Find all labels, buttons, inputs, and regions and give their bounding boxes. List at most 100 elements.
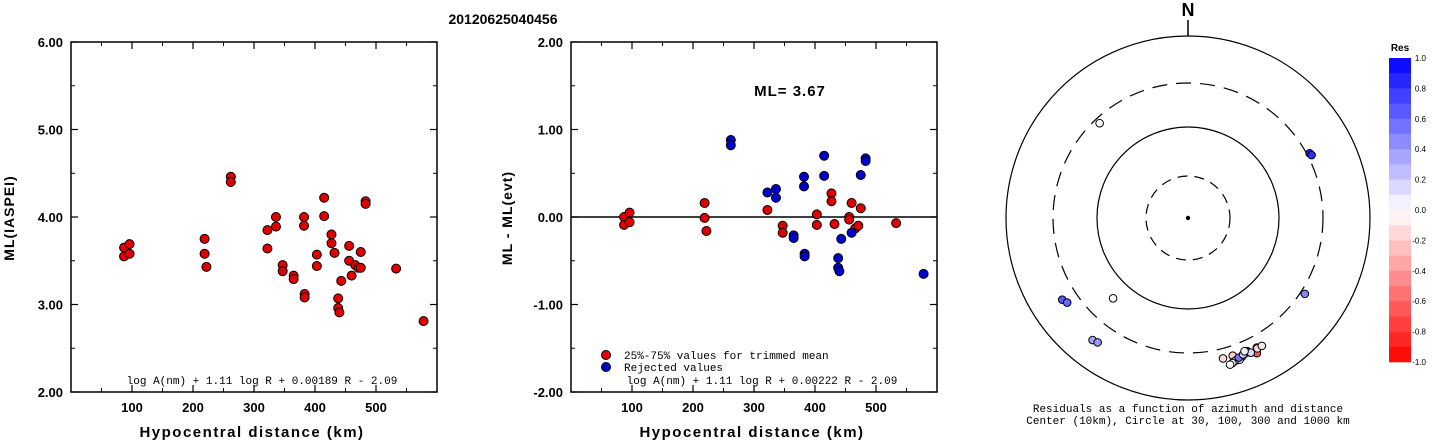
data-point [329, 247, 340, 258]
data-point [762, 187, 773, 198]
data-point [311, 249, 322, 260]
colorbar-cell [1389, 103, 1411, 120]
legend: 25%-75% values for trimmed mean Rejected… [601, 350, 829, 375]
formula: log A(nm) + 1.11 log R + 0.00189 R - 2.0… [127, 376, 398, 388]
residual-distance-plot: 100 200 300 400 500 -2.00 -1.00 0.00 1.00 2.00 ML… [499, 35, 938, 441]
data-point [699, 198, 710, 208]
colorbar-tick-label: -1.0 [1412, 358, 1426, 367]
y-axis-label: ML - ML(evt) [499, 171, 515, 265]
magnitude-distance-plot: 100 200 300 400 500 2.00 3.00 4.00 5.00 6.00 ML(I… [1, 35, 438, 441]
data-point [333, 293, 344, 304]
data-point [311, 261, 322, 271]
colorbar-tick-label: 0.4 [1415, 145, 1427, 154]
x-tick-label: 100 [621, 400, 643, 415]
data-point [799, 181, 810, 192]
station-point [1300, 289, 1310, 299]
station-point [1095, 118, 1104, 128]
x-axis-label: Hypocentral distance (km) [639, 424, 864, 441]
data-point [836, 233, 847, 244]
data-point [346, 270, 357, 281]
ring-100km [1096, 126, 1280, 310]
figure-title: 20120625040456 [448, 11, 557, 27]
data-point [391, 263, 402, 274]
station-point [1062, 298, 1072, 307]
data-point [770, 192, 781, 203]
data-point [355, 247, 366, 257]
data-point [624, 207, 635, 218]
data-point [811, 209, 822, 220]
data-point [124, 239, 135, 250]
ring-30km [1145, 175, 1231, 261]
data-point [199, 248, 210, 259]
data-point [829, 219, 840, 229]
legend-label-trimmed: 25%-75% values for trimmed mean [624, 351, 829, 363]
x-tick-label: 400 [304, 400, 326, 415]
data-point [624, 217, 635, 228]
colorbar-cell [1389, 88, 1411, 104]
colorbar-tick-label: -0.6 [1412, 297, 1426, 306]
y-tick-label: 5.00 [38, 123, 63, 138]
center-point [1185, 215, 1191, 221]
colorbar-tick-label: 0.2 [1415, 176, 1427, 185]
data-point [124, 248, 135, 259]
station-point [1240, 346, 1249, 356]
colorbar-cell [1389, 194, 1411, 211]
ml-annotation: ML= 3.67 [754, 83, 826, 100]
x-tick-label: 100 [121, 400, 143, 415]
residual-colorbar: Res 1.0 0.8 0.6 0.4 0.2 0.0 -0.2 -0.4 -0.6 -0.8 -1… [1389, 43, 1427, 367]
x-tick-label: 500 [365, 400, 387, 415]
colorbar-cell [1389, 270, 1411, 287]
data-point [860, 156, 871, 166]
colorbar-cells [1389, 58, 1411, 363]
data-point [834, 266, 845, 277]
polar-caption-line1: Residuals as a function of azimuth and d… [1033, 404, 1343, 416]
data-point [846, 198, 857, 208]
x-tick-label: 400 [804, 400, 826, 415]
colorbar-cell [1389, 149, 1411, 165]
colorbar-cell [1389, 210, 1411, 226]
colorbar-tick-label: -0.2 [1412, 236, 1426, 245]
ring-300km [1052, 82, 1324, 354]
data-point [701, 226, 712, 236]
colorbar-cell [1389, 316, 1411, 332]
ring-1000km [1005, 35, 1371, 401]
colorbar-tick-label: 1.0 [1415, 54, 1427, 63]
data-point [725, 140, 736, 151]
data-point [855, 203, 866, 214]
colorbar-cell [1389, 118, 1411, 135]
polar-caption-line2: Center (10km), Circle at 30, 100, 300 an… [1026, 416, 1350, 428]
data-point [344, 240, 355, 251]
data-point [811, 219, 822, 230]
north-label: N [1182, 0, 1195, 20]
colorbar-cell [1389, 346, 1411, 363]
colorbar-cell [1389, 301, 1411, 317]
data-point [299, 212, 310, 222]
y-tick-label: 0.00 [538, 210, 563, 225]
data-point [355, 262, 366, 273]
colorbar-tick-label: -0.4 [1412, 267, 1426, 276]
x-tick-label: 500 [865, 400, 887, 415]
colorbar-cell [1389, 164, 1411, 180]
data-point [360, 198, 371, 209]
station-point [1108, 294, 1118, 303]
data-point [770, 184, 781, 194]
y-tick-label: 1.00 [538, 123, 563, 138]
data-point [262, 243, 273, 254]
data-point [833, 253, 844, 264]
station-points [1057, 118, 1316, 369]
station-point [1093, 338, 1102, 347]
data-point [826, 196, 837, 207]
data-point [319, 211, 330, 222]
data-points [619, 135, 929, 279]
data-point [418, 316, 429, 327]
data-point [855, 170, 866, 180]
y-tick-label: 2.00 [538, 35, 563, 50]
y-tick-label: -1.00 [533, 298, 563, 313]
plot-frame [70, 41, 438, 393]
colorbar-tick-label: -0.8 [1412, 328, 1426, 337]
colorbar-cell [1389, 240, 1411, 256]
data-point [319, 192, 330, 203]
y-tick-label: -2.00 [533, 385, 563, 400]
data-points [119, 171, 429, 327]
data-point [288, 274, 299, 285]
